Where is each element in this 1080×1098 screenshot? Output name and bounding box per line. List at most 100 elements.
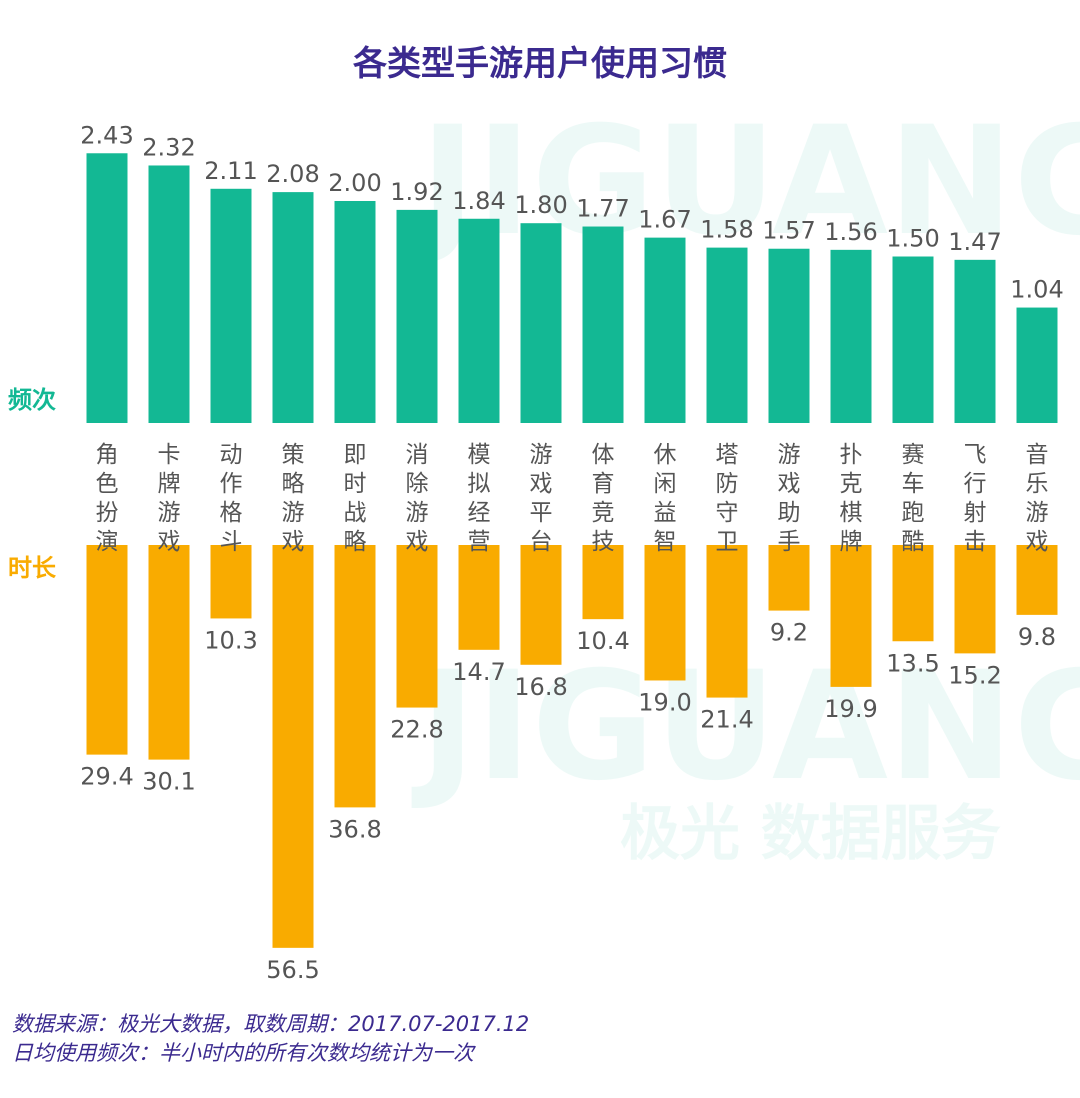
category-label: 游	[406, 500, 429, 526]
category-label: 略	[282, 471, 305, 497]
freq-value-label: 1.50	[886, 225, 939, 253]
duration-bar	[458, 545, 500, 650]
category-label: 击	[964, 529, 987, 555]
category-label: 戏	[158, 529, 181, 555]
category-label: 卫	[716, 529, 739, 555]
footer-source: 数据来源：极光大数据，取数周期：2017.07-2017.12	[12, 1012, 530, 1036]
category-label: 守	[716, 500, 739, 526]
duration-bar	[334, 545, 376, 808]
duration-value-label: 19.0	[638, 688, 691, 716]
category-label: 塔	[716, 442, 739, 468]
duration-value-label: 14.7	[452, 658, 505, 686]
category-label: 牌	[158, 471, 181, 497]
duration-bar	[892, 545, 934, 642]
duration-value-label: 29.4	[80, 763, 133, 791]
category-label: 扑	[840, 442, 863, 468]
duration-bar	[644, 545, 686, 681]
freq-bar	[520, 223, 562, 423]
category-label: 体	[592, 442, 615, 468]
freq-value-label: 2.00	[328, 169, 381, 197]
category-label: 戏	[1026, 529, 1049, 555]
duration-value-label: 10.3	[204, 626, 257, 654]
category-label: 消	[406, 442, 429, 468]
chart-title: 各类型手游用户使用习惯	[353, 44, 727, 84]
freq-bar	[86, 153, 128, 423]
freq-bar	[458, 218, 500, 423]
freq-bar	[148, 165, 190, 424]
category-label: 休	[654, 442, 677, 468]
duration-bar	[148, 545, 190, 760]
duration-value-label: 22.8	[390, 716, 443, 744]
category-label: 斗	[220, 529, 243, 555]
freq-value-label: 1.04	[1010, 276, 1063, 304]
freq-value-label: 1.58	[700, 216, 753, 244]
freq-value-label: 2.32	[142, 133, 195, 161]
category-label: 营	[468, 529, 491, 555]
category-label: 竞	[592, 500, 615, 526]
category-label: 游	[530, 442, 553, 468]
freq-bar	[272, 192, 314, 423]
duration-bar	[272, 545, 314, 948]
freq-bar	[582, 226, 624, 423]
duration-bar	[830, 545, 872, 687]
duration-bar	[954, 545, 996, 654]
category-label: 色	[96, 471, 119, 497]
bar-chart: 2.4329.4角色扮演2.3230.1卡牌游戏2.1110.3动作格斗2.08…	[8, 121, 1064, 984]
category-label: 角	[96, 442, 119, 468]
category-label: 即	[344, 442, 367, 468]
freq-value-label: 2.43	[80, 121, 133, 149]
duration-value-label: 21.4	[700, 706, 753, 734]
watermark-brand-2: JIGUANG	[420, 640, 1080, 814]
freq-bar	[1016, 307, 1058, 423]
freq-bar	[334, 201, 376, 423]
category-label: 助	[778, 500, 801, 526]
category-label: 策	[282, 442, 305, 468]
duration-bar	[396, 545, 438, 708]
duration-bar	[1016, 545, 1058, 615]
freq-value-label: 1.56	[824, 218, 877, 246]
category-label: 手	[778, 529, 801, 555]
duration-value-label: 10.4	[576, 627, 629, 655]
freq-value-label: 1.92	[390, 178, 443, 206]
category-label: 音	[1026, 442, 1049, 468]
duration-bar	[520, 545, 562, 665]
category-label: 酷	[902, 529, 925, 555]
duration-value-label: 13.5	[886, 649, 939, 677]
category-label: 格	[220, 500, 243, 526]
category-label: 卡	[158, 442, 181, 468]
duration-bar	[768, 545, 810, 611]
category-label: 游	[1026, 500, 1049, 526]
category-label: 牌	[840, 529, 863, 555]
category-label: 射	[964, 500, 987, 526]
category-label: 作	[220, 471, 243, 497]
category-label: 演	[96, 529, 119, 555]
category-label: 克	[840, 471, 863, 497]
duration-value-label: 36.8	[328, 815, 381, 843]
category-label: 车	[902, 471, 925, 497]
category-label: 经	[468, 500, 491, 526]
category-label: 育	[592, 471, 615, 497]
category-label: 棋	[840, 500, 863, 526]
category-label: 闲	[654, 471, 677, 497]
freq-bar	[396, 209, 438, 423]
category-label: 技	[592, 529, 615, 555]
freq-value-label: 1.47	[948, 228, 1001, 256]
category-label: 飞	[964, 442, 987, 468]
category-label: 时	[344, 471, 367, 497]
category-label: 智	[654, 529, 677, 555]
duration-bar	[582, 545, 624, 620]
duration-value-label: 56.5	[266, 956, 319, 984]
watermark-tagline: 极光 数据服务	[620, 799, 1001, 869]
freq-value-label: 1.57	[762, 217, 815, 245]
category-label: 台	[530, 529, 553, 555]
category-label: 防	[716, 471, 739, 497]
category-label: 赛	[902, 442, 925, 468]
category-label: 行	[964, 471, 987, 497]
freq-value-label: 2.08	[266, 160, 319, 188]
freq-value-label: 1.84	[452, 187, 505, 215]
category-label: 拟	[468, 471, 491, 497]
category-label: 戏	[778, 471, 801, 497]
category-label: 平	[530, 500, 553, 526]
duration-value-label: 15.2	[948, 661, 1001, 689]
duration-value-label: 16.8	[514, 673, 567, 701]
